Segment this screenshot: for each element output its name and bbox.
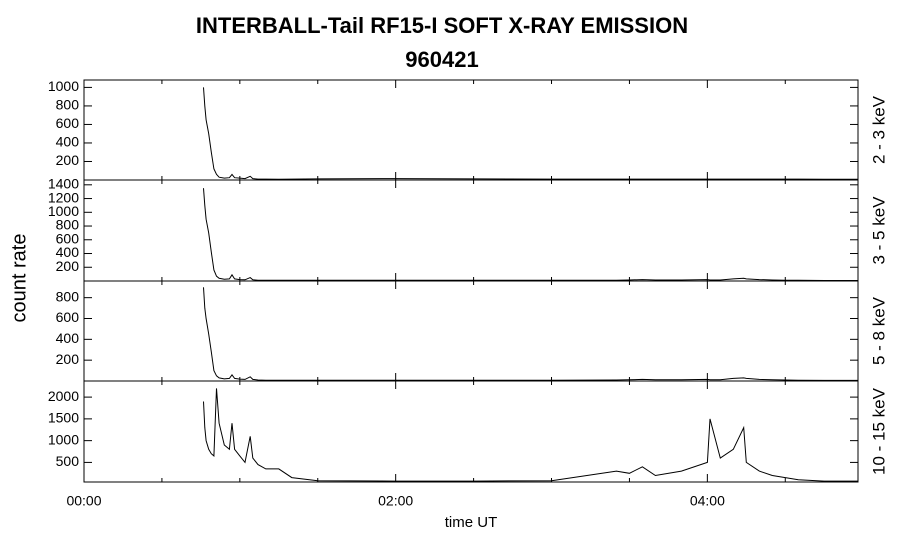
x-axis-label: time UT [445, 514, 498, 531]
chart-title: INTERBALL-Tail RF15-I SOFT X-RAY EMISSIO… [196, 13, 688, 38]
y-tick-label: 400 [56, 330, 80, 346]
panel-frame [83, 280, 859, 382]
panel-label: 2 - 3 keV [869, 95, 888, 164]
panel-label: 5 - 8 keV [869, 296, 888, 365]
y-tick-label: 2000 [48, 388, 79, 404]
y-tick-label: 1200 [48, 189, 79, 205]
data-line [203, 287, 858, 381]
y-tick-label: 800 [56, 288, 80, 304]
panel-label: 10 - 15 keV [869, 387, 888, 475]
y-tick-label: 200 [56, 351, 80, 367]
y-tick-label: 1000 [48, 203, 79, 219]
x-tick-label: 00:00 [66, 493, 101, 509]
panel-frame [83, 380, 859, 483]
y-tick-label: 1400 [48, 176, 79, 192]
panel-label: 3 - 5 keV [869, 196, 888, 265]
y-tick-label: 600 [56, 115, 80, 131]
x-tick-label: 04:00 [690, 493, 725, 509]
y-tick-label: 200 [56, 152, 80, 168]
data-line [203, 188, 858, 281]
data-line [203, 87, 858, 180]
panel-frame [83, 79, 859, 181]
y-tick-label: 500 [56, 453, 80, 469]
y-tick-label: 600 [56, 309, 80, 325]
data-line [203, 388, 858, 482]
x-tick-label: 02:00 [378, 493, 413, 509]
y-tick-label: 400 [56, 244, 80, 260]
chart-subtitle: 960421 [405, 47, 478, 72]
y-axis-label: count rate [8, 234, 30, 323]
y-tick-label: 800 [56, 97, 80, 113]
y-tick-label: 200 [56, 258, 80, 274]
y-tick-label: 1500 [48, 410, 79, 426]
y-tick-label: 800 [56, 217, 80, 233]
y-tick-label: 400 [56, 134, 80, 150]
y-tick-label: 600 [56, 230, 80, 246]
y-tick-label: 1000 [48, 431, 79, 447]
y-tick-label: 1000 [48, 78, 79, 94]
panel-frame [83, 179, 859, 282]
